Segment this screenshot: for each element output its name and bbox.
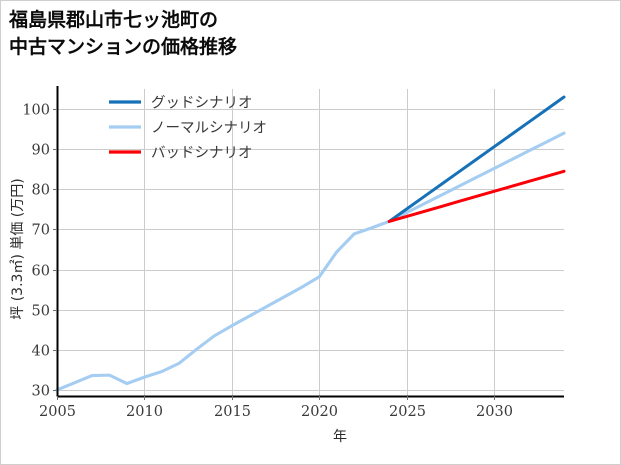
series-line-good (387, 95, 566, 223)
series-line-bad (387, 169, 566, 223)
x-tick-label: 2015 (214, 404, 251, 420)
y-tick-label: 70 (32, 223, 50, 239)
y-tick-label: 60 (32, 264, 50, 280)
legend-label-good: グッドシナリオ (151, 95, 253, 112)
x-tick-label: 2030 (476, 404, 513, 420)
x-tick-label: 2005 (39, 404, 76, 420)
y-tick-label: 90 (32, 143, 50, 159)
x-tick-label: 2010 (126, 404, 163, 420)
axis-spines (56, 86, 564, 398)
y-tick-label: 100 (22, 103, 50, 119)
y-axis-title: 坪 (3.3㎡) 単価 (万円) (10, 178, 26, 319)
legend-label-normal: ノーマルシナリオ (151, 121, 267, 137)
y-tick-label: 30 (32, 384, 50, 400)
x-tick-label: 2020 (301, 404, 338, 420)
axis-ticks: 30 40 50 60 70 80 90 100 2005 2010 2015 2020 2025 203… (22, 103, 513, 421)
y-tick-label: 80 (32, 183, 50, 199)
x-tick-label: 2025 (389, 404, 426, 420)
page-title: 福島県郡山市七ッ池町の 中古マンションの価格推移 (9, 9, 238, 58)
series-layer (55, 95, 566, 392)
gridlines (57, 89, 564, 396)
x-axis-title: 年 (333, 429, 347, 445)
y-tick-label: 40 (32, 344, 50, 360)
y-tick-label: 50 (32, 304, 50, 320)
series-line-normal (55, 131, 566, 392)
legend-label-bad: バッドシナリオ (151, 146, 253, 162)
